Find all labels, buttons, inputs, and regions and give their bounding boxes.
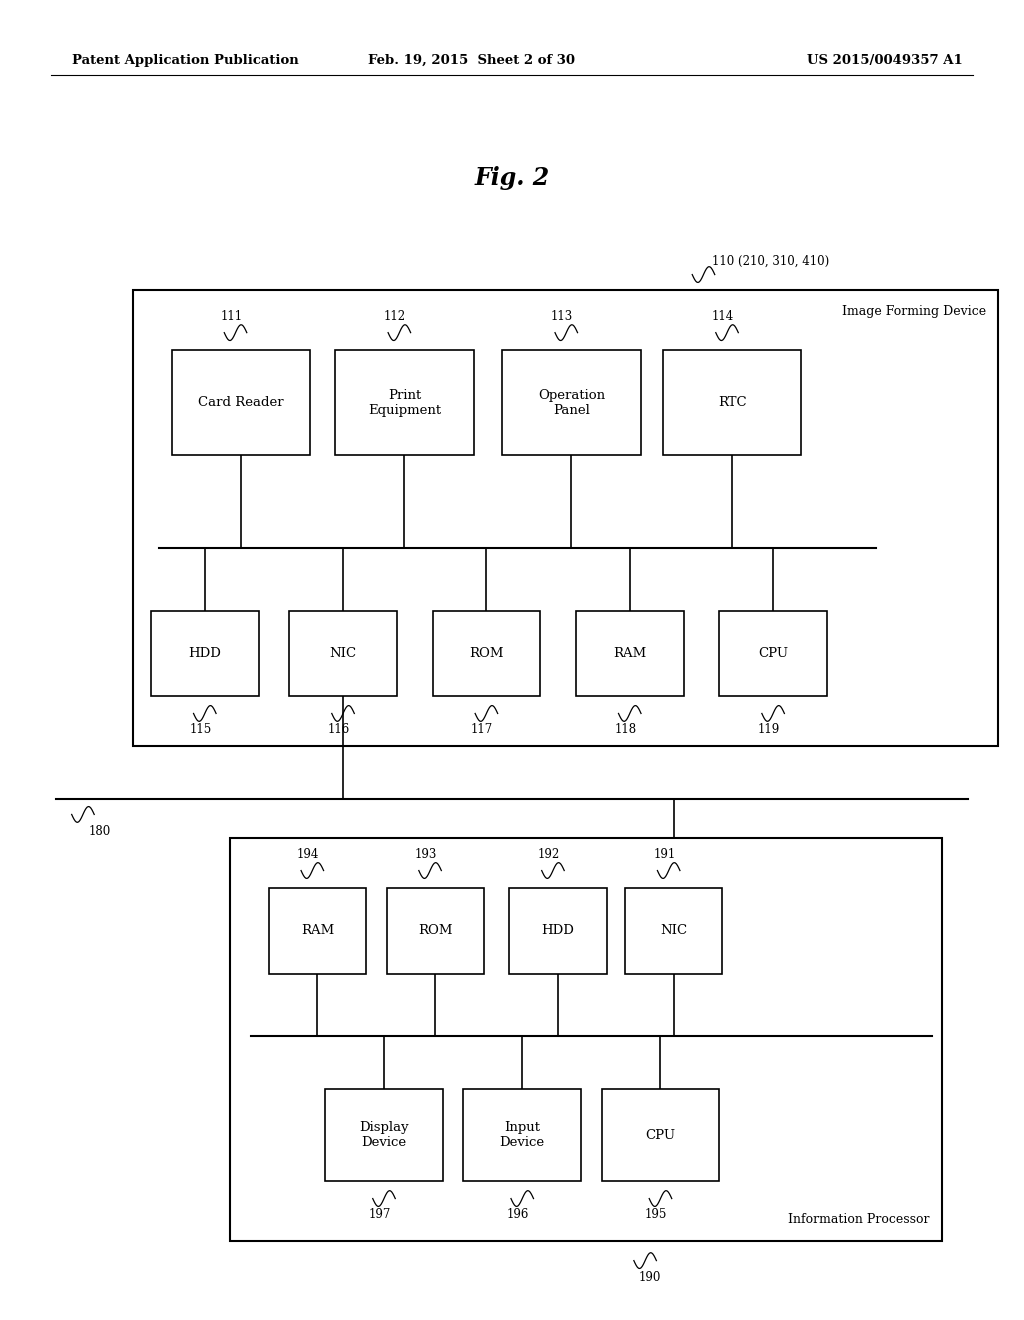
- Bar: [625, 887, 723, 974]
- Text: US 2015/0049357 A1: US 2015/0049357 A1: [807, 54, 963, 67]
- Text: Input
Device: Input Device: [500, 1121, 545, 1150]
- Bar: [432, 610, 541, 697]
- Text: 113: 113: [551, 310, 573, 323]
- Text: 115: 115: [189, 723, 212, 735]
- Bar: [336, 350, 473, 455]
- Text: 195: 195: [645, 1208, 668, 1221]
- Bar: [152, 610, 258, 697]
- Bar: [602, 1089, 719, 1181]
- Text: CPU: CPU: [645, 1129, 676, 1142]
- Text: 119: 119: [758, 723, 780, 735]
- Text: Print
Equipment: Print Equipment: [368, 388, 441, 417]
- Text: 110 (210, 310, 410): 110 (210, 310, 410): [712, 255, 829, 268]
- Text: 192: 192: [538, 849, 560, 861]
- Bar: [387, 887, 484, 974]
- Text: 191: 191: [653, 849, 676, 861]
- Bar: [510, 887, 606, 974]
- Text: RTC: RTC: [718, 396, 746, 409]
- Text: 194: 194: [297, 849, 319, 861]
- Bar: [133, 290, 998, 746]
- Text: 116: 116: [328, 723, 350, 735]
- Text: 117: 117: [471, 723, 494, 735]
- Text: NIC: NIC: [660, 924, 687, 937]
- Bar: [290, 610, 397, 697]
- Bar: [171, 350, 309, 455]
- Text: Display
Device: Display Device: [359, 1121, 409, 1150]
- Bar: [503, 350, 641, 455]
- Text: HDD: HDD: [542, 924, 574, 937]
- Text: ROM: ROM: [469, 647, 504, 660]
- Text: 118: 118: [614, 723, 637, 735]
- Text: CPU: CPU: [758, 647, 788, 660]
- Text: Information Processor: Information Processor: [788, 1213, 930, 1226]
- Text: Image Forming Device: Image Forming Device: [842, 305, 986, 318]
- Text: RAM: RAM: [301, 924, 334, 937]
- Text: Card Reader: Card Reader: [198, 396, 284, 409]
- Bar: [230, 838, 942, 1241]
- Bar: [664, 350, 801, 455]
- Bar: [719, 610, 827, 697]
- Bar: [575, 610, 684, 697]
- Text: 180: 180: [89, 825, 112, 838]
- Text: 193: 193: [415, 849, 437, 861]
- Text: ROM: ROM: [418, 924, 453, 937]
- Text: 111: 111: [220, 310, 243, 323]
- Text: 190: 190: [639, 1271, 662, 1284]
- Text: 197: 197: [369, 1208, 391, 1221]
- Text: 196: 196: [507, 1208, 529, 1221]
- Text: Feb. 19, 2015  Sheet 2 of 30: Feb. 19, 2015 Sheet 2 of 30: [368, 54, 574, 67]
- Text: Operation
Panel: Operation Panel: [538, 388, 605, 417]
- Text: Fig. 2: Fig. 2: [474, 166, 550, 190]
- Text: HDD: HDD: [188, 647, 221, 660]
- Bar: [268, 887, 367, 974]
- Bar: [463, 1089, 582, 1181]
- Bar: [326, 1089, 442, 1181]
- Text: 112: 112: [384, 310, 407, 323]
- Text: NIC: NIC: [330, 647, 356, 660]
- Text: RAM: RAM: [613, 647, 646, 660]
- Text: Patent Application Publication: Patent Application Publication: [72, 54, 298, 67]
- Text: 114: 114: [712, 310, 734, 323]
